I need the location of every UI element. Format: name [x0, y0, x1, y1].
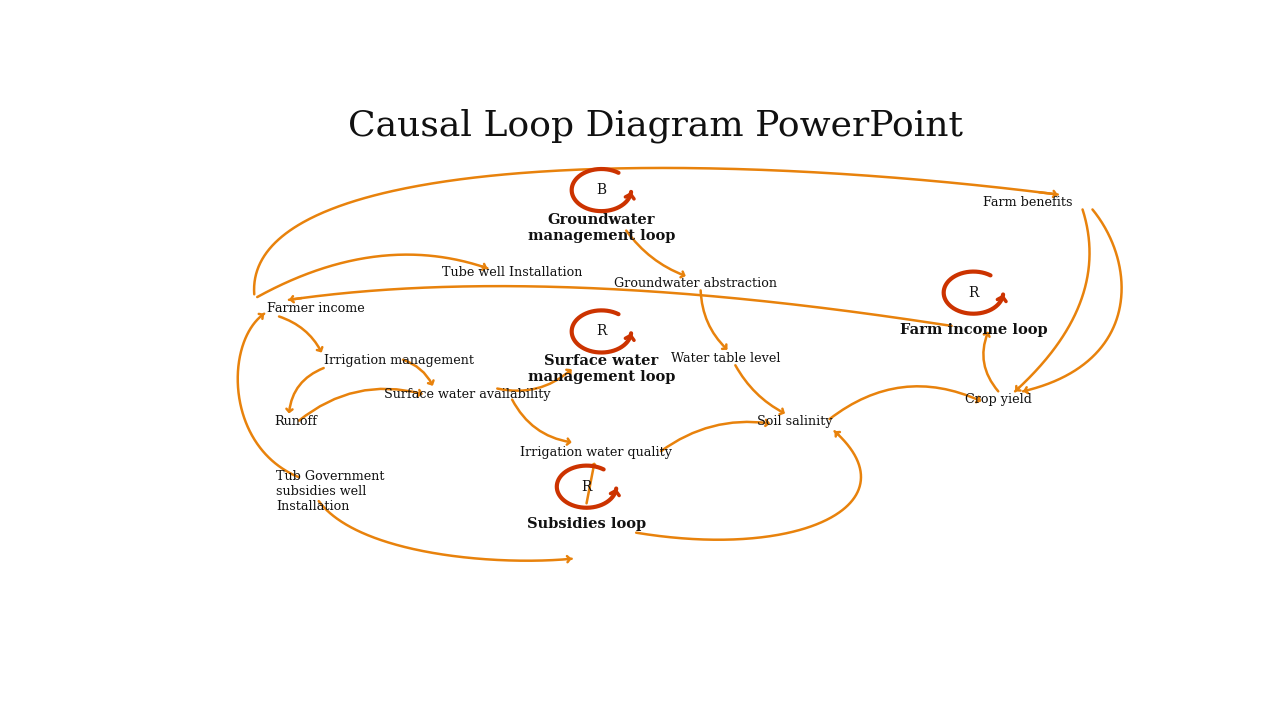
- Text: R: R: [596, 325, 607, 338]
- Text: R: R: [968, 286, 979, 300]
- Text: B: B: [596, 183, 607, 197]
- Text: Water table level: Water table level: [671, 351, 781, 364]
- Text: Subsidies loop: Subsidies loop: [527, 518, 646, 531]
- Text: Runoff: Runoff: [274, 415, 317, 428]
- Text: Surface water
management loop: Surface water management loop: [527, 354, 675, 384]
- Text: Irrigation management: Irrigation management: [324, 354, 474, 367]
- Text: Farmer income: Farmer income: [268, 302, 365, 315]
- Text: Farm benefits: Farm benefits: [983, 197, 1073, 210]
- Text: Groundwater abstraction: Groundwater abstraction: [614, 276, 777, 289]
- Text: Soil salinity: Soil salinity: [756, 415, 833, 428]
- Text: Causal Loop Diagram PowerPoint: Causal Loop Diagram PowerPoint: [348, 109, 964, 143]
- Text: Crop yield: Crop yield: [965, 393, 1032, 406]
- Text: Irrigation water quality: Irrigation water quality: [521, 446, 672, 459]
- Text: R: R: [581, 480, 591, 494]
- Text: Farm income loop: Farm income loop: [900, 323, 1047, 338]
- Text: Tub Government
subsidies well
Installation: Tub Government subsidies well Installati…: [276, 469, 384, 513]
- Text: Tube well Installation: Tube well Installation: [442, 266, 582, 279]
- Text: Groundwater
management loop: Groundwater management loop: [527, 212, 675, 243]
- Text: Surface water availability: Surface water availability: [384, 387, 550, 400]
